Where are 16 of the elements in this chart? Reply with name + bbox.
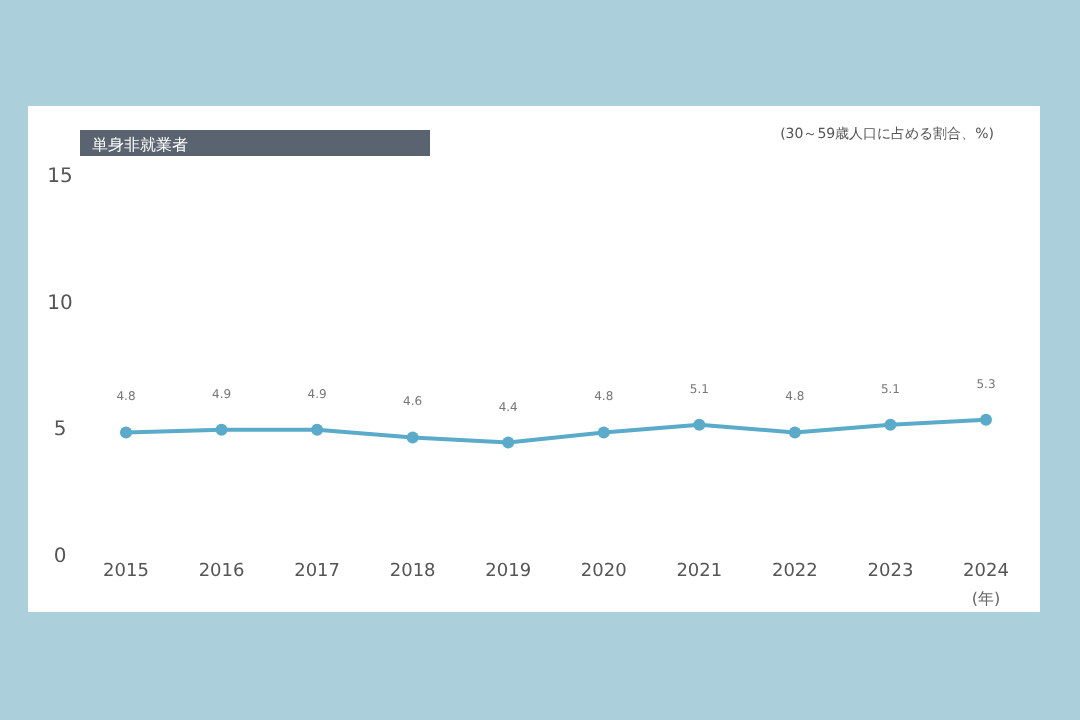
x-tick-label: 2023 [867, 562, 914, 582]
x-tick-label: 2016 [198, 562, 246, 582]
chart-title: 単身非就業者 [92, 136, 188, 154]
x-tick-label: 2022 [771, 562, 818, 582]
x-tick-label: 2020 [580, 562, 628, 582]
x-tick-label: 2019 [485, 562, 532, 582]
x-axis-title: (年) [971, 590, 1001, 608]
y-tick-label: 15 [47, 166, 73, 188]
y-tick-label: 10 [47, 292, 73, 315]
x-tick-label: 2017 [294, 562, 341, 582]
y-tick-label: 0 [53, 546, 67, 568]
y-tick-label: 5 [53, 419, 67, 442]
x-tick-label: 2024 [963, 562, 1010, 582]
x-tick-label: 2015 [103, 562, 149, 582]
x-tick-label: 2018 [389, 562, 437, 582]
x-tick-label: 2021 [676, 562, 723, 582]
